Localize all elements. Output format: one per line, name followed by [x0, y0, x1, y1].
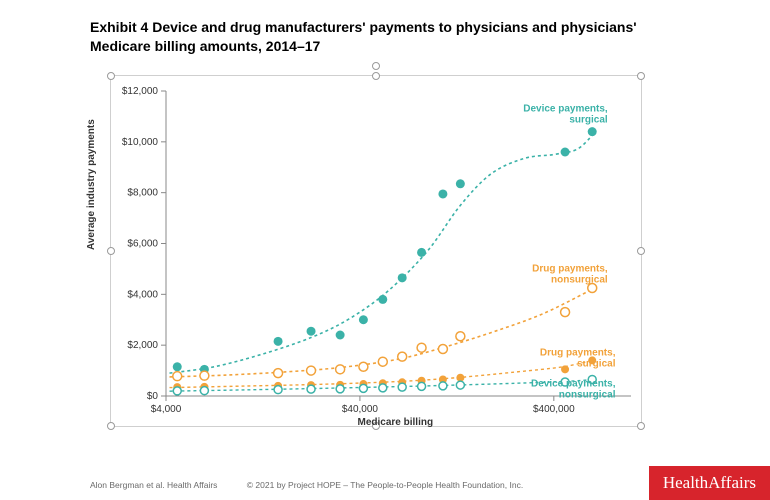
brand-logo: HealthAffairs: [649, 466, 770, 500]
svg-text:nonsurgical: nonsurgical: [559, 389, 616, 400]
svg-text:$10,000: $10,000: [122, 137, 159, 148]
svg-text:$6,000: $6,000: [127, 239, 158, 250]
svg-text:$4,000: $4,000: [127, 289, 158, 300]
selection-handle: [637, 422, 645, 430]
svg-text:surgical: surgical: [577, 358, 616, 369]
selection-handle: [107, 247, 115, 255]
scatter-plot: $0 $2,000 $4,000 $6,000 $8,000 $10,000 $12,000…: [111, 76, 641, 426]
svg-text:$40,000: $40,000: [342, 404, 379, 415]
y-axis-label: Average industry payments: [86, 119, 97, 250]
chart-title: Exhibit 4 Device and drug manufacturers'…: [90, 18, 650, 56]
selection-handle: [637, 247, 645, 255]
svg-text:$8,000: $8,000: [127, 188, 158, 199]
svg-text:$2,000: $2,000: [127, 340, 158, 351]
svg-text:Device payments,: Device payments,: [523, 103, 608, 114]
selection-handle: [372, 72, 380, 80]
svg-text:nonsurgical: nonsurgical: [551, 274, 608, 285]
svg-text:$0: $0: [147, 391, 159, 402]
svg-text:Drug payments,: Drug payments,: [532, 263, 608, 274]
source-attribution: Alon Bergman et al. Health Affairs: [90, 480, 217, 490]
svg-text:$12,000: $12,000: [122, 86, 159, 97]
svg-text:Drug payments,: Drug payments,: [540, 347, 616, 358]
selection-handle: [107, 72, 115, 80]
selection-handle: [637, 72, 645, 80]
selection-handle: [107, 422, 115, 430]
rotate-handle: [372, 62, 380, 70]
chart-container: $0 $2,000 $4,000 $6,000 $8,000 $10,000 $12,000…: [110, 75, 642, 427]
copyright-text: © 2021 by Project HOPE – The People-to-P…: [247, 480, 523, 490]
svg-text:Device payments,: Device payments,: [531, 378, 616, 389]
svg-text:surgical: surgical: [569, 114, 608, 125]
svg-text:$400,000: $400,000: [533, 404, 575, 415]
svg-text:$4,000: $4,000: [151, 404, 182, 415]
x-axis-label: Medicare billing: [358, 417, 434, 428]
